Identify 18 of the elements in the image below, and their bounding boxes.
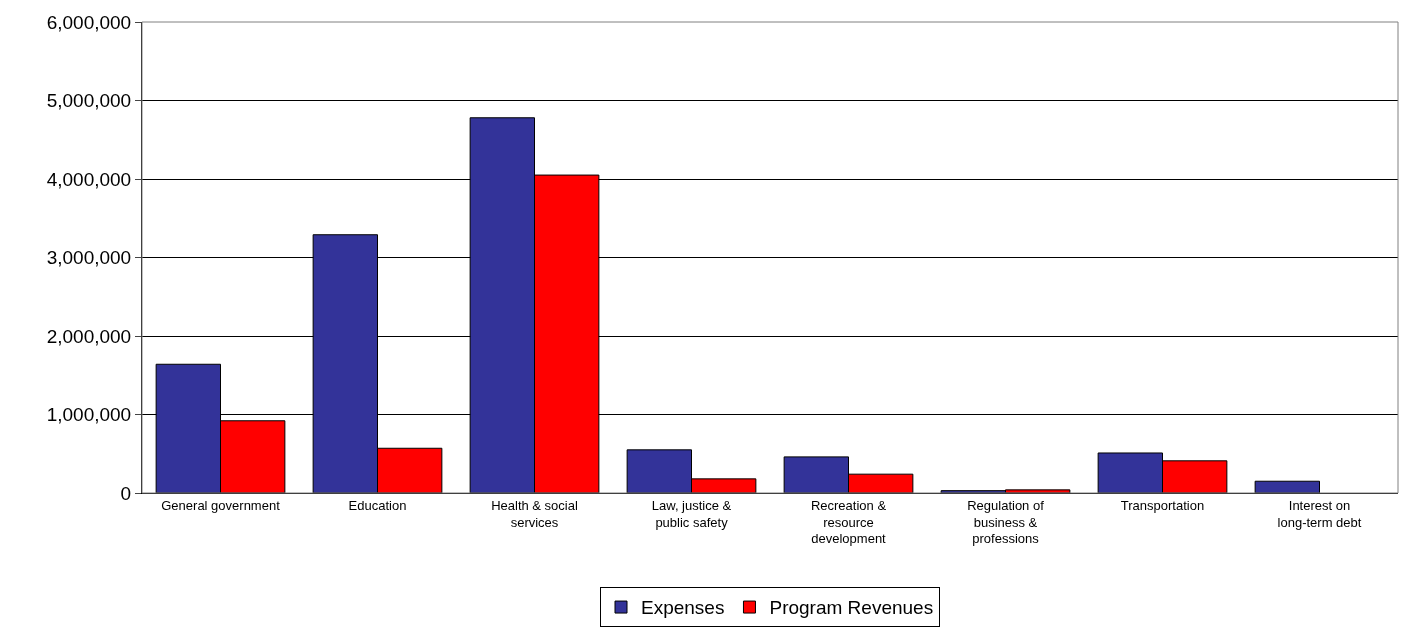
y-tick-label: 4,000,000	[46, 168, 132, 190]
x-tick-label: Regulation of business & professions	[967, 497, 1045, 547]
x-tick-label: Law, justice & public safety	[651, 497, 732, 530]
y-tick-label: 0	[120, 482, 132, 504]
y-tick-label: 3,000,000	[46, 247, 132, 269]
y-tick-label: 6,000,000	[46, 11, 132, 33]
x-tick-label: Interest on long-term debt	[1277, 497, 1362, 530]
legend-label: Expenses	[641, 597, 725, 619]
y-tick-label: 1,000,000	[46, 404, 132, 426]
x-tick-label: Health & social services	[491, 497, 578, 530]
y-tick-label: 2,000,000	[46, 325, 132, 347]
bar	[1254, 480, 1320, 493]
legend-label: Program Revenues	[769, 597, 934, 619]
y-tick-label: 5,000,000	[46, 90, 132, 112]
x-tick-label: Education	[348, 497, 407, 513]
x-tick-label: Transportation	[1120, 497, 1205, 513]
x-tick-label: General government	[161, 497, 281, 513]
x-tick-label: Recreation & resource development	[810, 497, 887, 547]
